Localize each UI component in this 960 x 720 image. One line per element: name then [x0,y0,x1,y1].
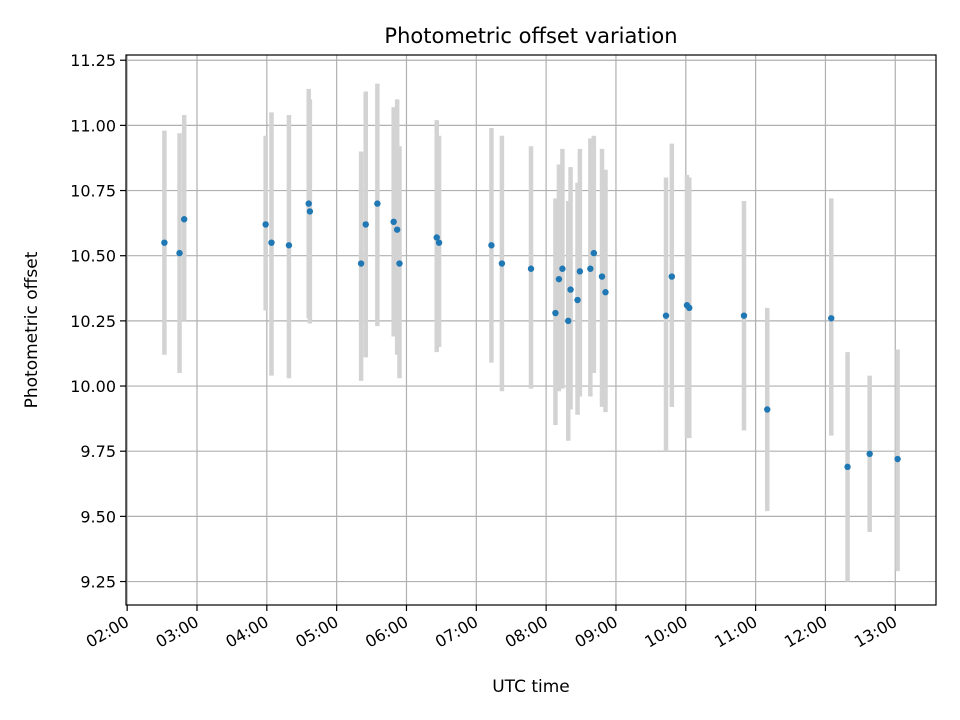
data-point [374,200,381,207]
x-tick-label: 13:00 [851,612,900,652]
y-tick-label: 10.75 [70,182,116,201]
error-bars [162,83,900,582]
data-point [668,273,676,280]
data-point [396,260,403,267]
data-point [567,286,574,293]
data-point [433,234,440,241]
data-point [357,260,365,267]
data-point [590,249,598,257]
x-tick-label: 03:00 [153,612,202,652]
data-point [574,296,581,304]
data-point [559,265,566,272]
data-point [390,218,397,226]
data-point [598,273,606,280]
data-point [555,275,563,283]
x-tick-label: 07:00 [432,612,481,652]
data-point [602,289,609,296]
data-points [161,200,901,471]
data-point [576,268,584,275]
data-point [306,208,314,215]
data-point [565,317,572,325]
y-tick-label: 9.75 [80,442,116,461]
data-point [686,304,693,312]
x-tick-label: 05:00 [292,612,341,652]
data-point [176,249,183,257]
data-point [285,242,293,249]
data-point [161,239,168,246]
data-point [740,312,748,319]
data-point [587,265,594,272]
data-point [435,239,443,246]
data-point [552,309,559,317]
x-tick-label: 09:00 [572,612,621,652]
y-axis: 9.25 9.50 9.75 10.00 10.25 10.50 10.75 11.00 11.… [70,51,126,592]
y-tick-label: 10.00 [70,377,116,396]
y-tick-label: 11.00 [70,116,116,135]
data-point [305,200,312,207]
data-point [866,450,873,458]
y-tick-label: 9.25 [80,573,116,592]
data-point [180,216,188,223]
data-point [662,312,670,319]
x-tick-label: 12:00 [781,612,830,652]
y-tick-label: 11.25 [70,51,116,70]
data-point [844,463,851,471]
x-tick-label: 08:00 [502,612,551,652]
y-axis-label: Photometric offset [22,251,42,408]
data-point [527,265,535,272]
data-point [488,242,495,249]
x-tick-label: 11:00 [711,612,760,652]
data-point [262,221,269,228]
plot-area [125,54,937,606]
data-point [894,455,901,463]
y-tick-label: 10.25 [70,312,116,331]
data-point [268,239,275,246]
x-tick-label: 02:00 [83,612,132,652]
data-point [764,406,771,413]
x-tick-label: 10:00 [641,612,690,652]
data-point [498,260,506,267]
x-axis-label: UTC time [492,677,570,697]
x-tick-label: 04:00 [222,612,271,652]
x-axis: 02:00 03:00 04:00 05:00 06:00 07:00 08:00 09:00… [83,605,900,652]
data-point [828,315,835,322]
y-tick-label: 10.50 [70,247,116,266]
x-tick-label: 06:00 [362,612,411,652]
data-point [362,221,369,228]
chart-title: Photometric offset variation [384,24,677,48]
y-tick-label: 9.50 [80,507,116,526]
data-point [393,226,401,233]
